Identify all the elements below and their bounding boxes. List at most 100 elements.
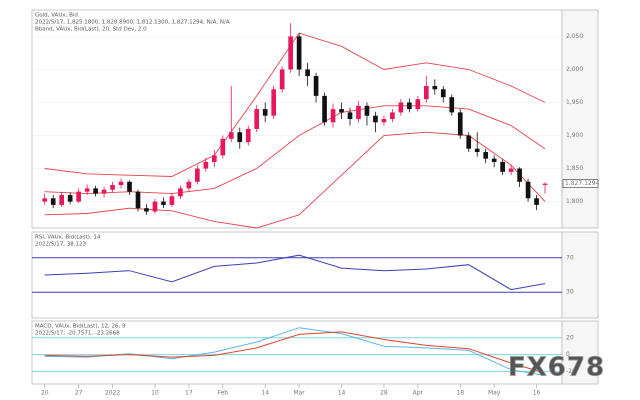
candle-body <box>195 168 200 182</box>
candle-body <box>144 208 149 212</box>
candle-body <box>525 181 531 199</box>
y-tick-label: 0 <box>566 351 570 358</box>
bollinger-band <box>44 32 546 177</box>
y-tick-label: 2,050 <box>566 33 583 40</box>
legend-text: Bband, VAUx, Bid(Last), 20, Std Dev, 2.0 <box>35 27 147 33</box>
candle-body <box>457 112 463 136</box>
candle-body <box>508 168 514 172</box>
candle-body <box>127 181 132 192</box>
candle-body <box>491 158 497 162</box>
candle-body <box>178 188 183 197</box>
y-tick-label: 1,850 <box>566 165 583 172</box>
x-tick-label: 20 <box>41 390 49 397</box>
candle-body <box>211 155 217 162</box>
candle-body <box>322 95 327 123</box>
candle-body <box>237 132 243 143</box>
candle-body <box>84 188 90 192</box>
legend-text: 2022/5/17, 38.123 <box>35 242 86 248</box>
legend-text: 2022/5/17, -20.7571, -23.2668 <box>35 331 120 337</box>
candle-body <box>169 196 175 205</box>
last-price-tag <box>562 179 599 188</box>
candle-body <box>330 109 336 123</box>
y-tick-label: 70 <box>566 254 574 261</box>
legend-text: RSI, VAUx, Bid(Last), 14 <box>35 235 101 241</box>
candle-body <box>390 112 395 119</box>
candle-body <box>313 76 319 96</box>
axis-strip <box>561 231 599 319</box>
x-tick-label: Mar <box>293 390 305 397</box>
x-tick-label: 17 <box>185 390 193 397</box>
candle-body <box>483 152 489 159</box>
candle-body <box>347 112 353 119</box>
candle-body <box>245 128 251 143</box>
legend-text: Gold, VAUx, Bid <box>35 13 78 19</box>
indicator-line <box>44 327 546 377</box>
candle-body <box>296 36 302 70</box>
x-tick-label: 27 <box>75 390 83 397</box>
candle-body <box>364 105 370 116</box>
watermark: FX678 <box>508 353 605 383</box>
candle-body <box>500 161 505 172</box>
candle-body <box>449 97 455 113</box>
candle-body <box>262 109 268 116</box>
candle-body <box>59 194 65 205</box>
x-tick-label: 18 <box>456 390 464 397</box>
candle-body <box>440 89 446 98</box>
candle-body <box>534 198 539 205</box>
axis-strip <box>561 320 599 385</box>
indicator-line <box>44 331 546 374</box>
candle-body <box>118 181 124 186</box>
candle-body <box>93 188 98 194</box>
indicator-line <box>44 254 546 291</box>
candle-body <box>254 109 260 129</box>
candle-body <box>288 36 293 70</box>
legend-text: 2022/5/17, 1,825.1800, 1,828.8900, 1,812… <box>35 20 230 26</box>
candle-body <box>407 102 412 110</box>
y-tick-label: 20 <box>566 334 574 341</box>
candle-body <box>42 198 48 202</box>
x-tick-label: Feb <box>217 390 228 397</box>
candle-body <box>228 132 234 139</box>
candle-body <box>220 138 226 156</box>
candle-body <box>381 119 387 123</box>
candle-body <box>135 191 141 209</box>
last-price-label: 1,827.1294 <box>565 180 600 187</box>
y-tick-label: 2,000 <box>566 66 583 73</box>
candle-body <box>279 69 285 90</box>
x-tick-label: 14 <box>261 390 269 397</box>
candle-body <box>161 201 166 205</box>
candle-body <box>50 198 56 205</box>
candle-body <box>466 135 472 149</box>
axis-strip <box>561 9 599 229</box>
y-tick-label: 1,900 <box>566 132 583 139</box>
x-tick-label: Apr <box>413 390 424 397</box>
candle-body <box>373 115 378 123</box>
candle-body <box>186 181 192 189</box>
x-tick-label: 10 <box>151 390 159 397</box>
candle-body <box>542 183 548 185</box>
candle-body <box>203 161 209 169</box>
candle-body <box>423 85 429 100</box>
candle-body <box>356 105 361 119</box>
y-tick-label: 1,950 <box>566 99 583 106</box>
candle-body <box>305 69 310 77</box>
x-tick-label: May <box>488 390 501 397</box>
candle-body <box>517 168 522 182</box>
x-tick-label: 2022 <box>105 390 120 397</box>
y-tick-label: -20 <box>566 368 576 375</box>
candle-body <box>110 185 115 190</box>
candle-body <box>271 89 277 116</box>
y-tick-label: 30 <box>566 289 574 296</box>
x-tick-label: 28 <box>380 390 388 397</box>
candle-body <box>398 102 404 113</box>
candle-body <box>432 85 438 90</box>
candle-body <box>67 194 73 202</box>
candle-body <box>152 201 158 212</box>
candle-body <box>101 189 107 194</box>
legend-text: MACD, VAUx, Bid(Last), 12, 26, 9 <box>35 324 126 330</box>
candle-body <box>474 148 480 153</box>
y-tick-label: 1,800 <box>566 198 583 205</box>
candle-body <box>415 99 421 110</box>
x-tick-label: 16 <box>533 390 541 397</box>
